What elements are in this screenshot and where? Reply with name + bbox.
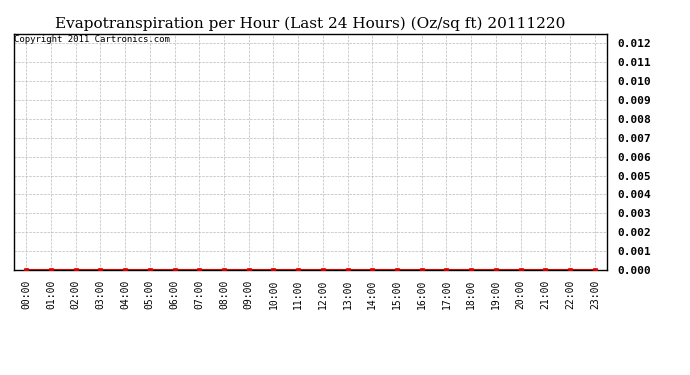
Title: Evapotranspiration per Hour (Last 24 Hours) (Oz/sq ft) 20111220: Evapotranspiration per Hour (Last 24 Hou… [55,17,566,31]
Text: Copyright 2011 Cartronics.com: Copyright 2011 Cartronics.com [14,35,170,44]
